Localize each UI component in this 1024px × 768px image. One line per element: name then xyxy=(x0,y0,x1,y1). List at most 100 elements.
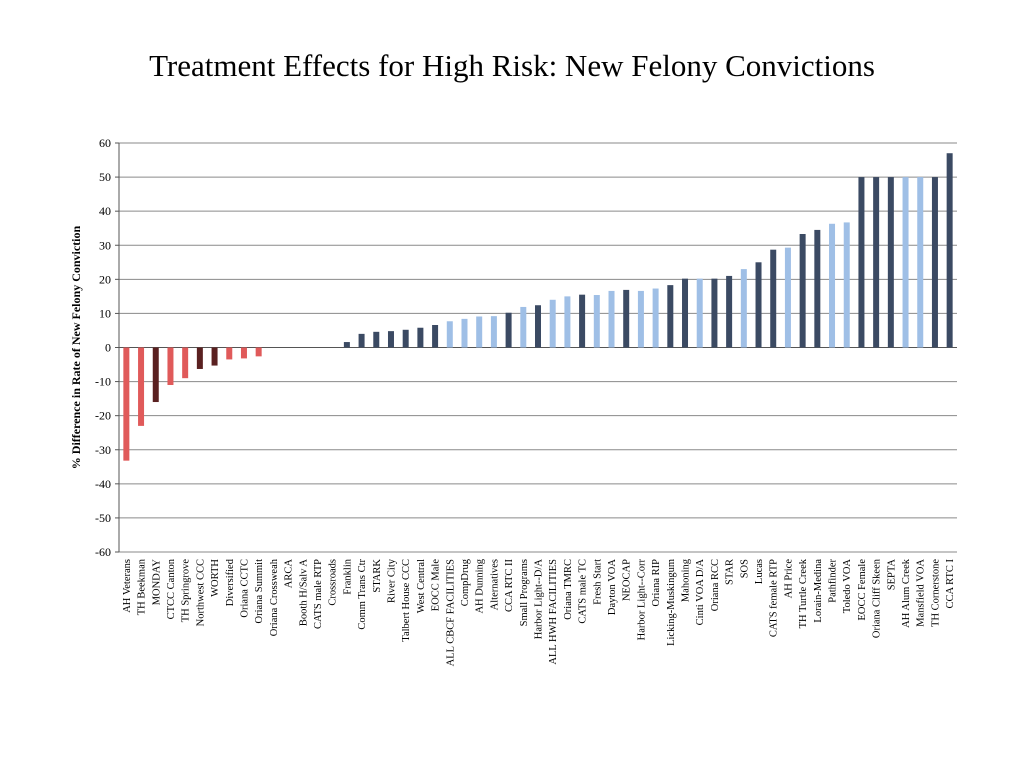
x-category-label: SEPTA xyxy=(886,559,897,591)
bar xyxy=(564,296,571,348)
x-category-label: Diversified xyxy=(225,558,236,606)
y-tick-label: -40 xyxy=(95,477,111,491)
bar xyxy=(152,347,159,403)
x-category-label: Mansfield VOA xyxy=(916,559,927,627)
bar xyxy=(637,290,644,348)
x-category-label: CCA RTC I xyxy=(945,558,956,608)
bar xyxy=(358,333,365,348)
bar xyxy=(417,327,424,348)
bar xyxy=(579,294,586,348)
y-tick-label: 10 xyxy=(99,306,111,320)
x-category-label: MONDAY xyxy=(151,559,162,606)
bar xyxy=(784,247,791,348)
bar xyxy=(623,289,630,348)
x-category-label: CATS male TC xyxy=(578,559,589,624)
x-category-label: Lucas xyxy=(754,559,765,584)
bar xyxy=(461,318,468,348)
gridlines xyxy=(119,142,957,553)
bar xyxy=(887,177,894,348)
x-category-label: Northwest CCC xyxy=(195,559,206,626)
bar xyxy=(711,278,718,348)
bar xyxy=(373,331,380,348)
x-category-label: Pathfinder xyxy=(828,559,839,603)
x-category-label: STARK xyxy=(372,559,383,593)
x-category-label: Booth H/Salv A xyxy=(298,559,309,627)
bar xyxy=(240,347,247,359)
y-axis-ticks: 60 50 40 30 20 10 0 -10 -20 -30 -40 -50 -60 xyxy=(95,136,120,559)
x-category-label: West Central xyxy=(416,559,427,613)
x-category-label: SOS xyxy=(739,559,750,578)
x-category-label: AH Veterans xyxy=(122,559,133,613)
x-category-label: Harbor Light--D/A xyxy=(534,559,545,640)
bar xyxy=(490,316,497,348)
x-category-label: Talbert House CCC xyxy=(401,559,412,642)
x-category-label: Fresh Start xyxy=(592,559,603,605)
x-category-label: CATS male RTP xyxy=(313,559,324,629)
bar xyxy=(652,288,659,348)
bar xyxy=(432,325,439,348)
bar xyxy=(255,347,262,357)
x-category-label: Oriana RIP xyxy=(651,559,662,607)
x-category-label: Oriana Cliff Skeen xyxy=(872,558,883,638)
y-tick-label: -30 xyxy=(95,443,111,457)
bar xyxy=(946,153,953,348)
y-tick-label: -50 xyxy=(95,511,111,525)
y-tick-label: -10 xyxy=(95,375,111,389)
bar xyxy=(843,222,850,348)
bar xyxy=(211,347,218,366)
bar xyxy=(196,347,203,369)
x-category-label: AH Alum Creek xyxy=(901,558,912,628)
x-category-label: Oriana RCC xyxy=(710,559,721,611)
bar xyxy=(682,278,689,348)
x-category-label: Small Programs xyxy=(519,559,530,626)
x-category-label: NEOCAP xyxy=(622,559,633,601)
bar xyxy=(873,177,880,348)
x-category-label: Comm Trans Ctr xyxy=(357,559,368,630)
x-category-label: Lorain-Medina xyxy=(813,559,824,623)
x-category-label: ALL HWH FACILITIES xyxy=(548,559,559,665)
x-category-label: WORTH xyxy=(210,559,221,597)
bar xyxy=(476,316,483,348)
x-category-label: AH Dunning xyxy=(475,558,486,613)
bar xyxy=(182,347,189,379)
x-category-label: Mahoning xyxy=(681,558,692,602)
x-category-label: TH Cornerstone xyxy=(930,559,941,627)
bar xyxy=(387,331,394,348)
y-tick-label: 40 xyxy=(99,204,111,218)
x-category-label: Oriana Crossweah xyxy=(269,558,280,636)
bar xyxy=(138,347,145,426)
y-tick-label: 20 xyxy=(99,272,111,286)
x-category-label: STAR xyxy=(725,559,736,585)
bar xyxy=(917,177,924,348)
bar xyxy=(755,262,762,348)
bar xyxy=(505,312,512,348)
chart-title: Treatment Effects for High Risk: New Fel… xyxy=(149,48,875,83)
x-axis-category-labels: AH Veterans TH Beekman MONDAY CTCC Canton TH… xyxy=(122,558,956,666)
bar xyxy=(696,278,703,348)
bar xyxy=(726,275,733,348)
bar xyxy=(167,347,174,385)
bar xyxy=(814,229,821,348)
x-category-label: River City xyxy=(386,558,397,603)
bar xyxy=(226,347,233,360)
x-category-label: TH Springrove xyxy=(181,559,192,623)
y-tick-label: 0 xyxy=(105,341,111,355)
x-category-label: Dayton VOA xyxy=(607,559,618,616)
bar xyxy=(770,249,777,348)
bar xyxy=(608,290,615,348)
x-category-label: EOCC Female xyxy=(857,559,868,621)
x-category-label: TH Turtle Creek xyxy=(798,558,809,628)
x-category-label: Licking-Muskingum xyxy=(666,559,677,646)
y-tick-label: 60 xyxy=(99,136,111,150)
y-tick-label: -20 xyxy=(95,409,111,423)
x-category-label: Harbor Light--Corr xyxy=(636,559,647,641)
x-category-label: Crossroads xyxy=(328,559,339,606)
x-category-label: ARCA xyxy=(284,559,295,589)
x-category-label: EOCC Male xyxy=(431,559,442,612)
y-tick-label: -60 xyxy=(95,545,111,559)
bar xyxy=(593,295,600,348)
x-category-label: AH Price xyxy=(783,559,794,599)
bar xyxy=(902,177,909,348)
x-category-label: CCA RTC II xyxy=(504,559,515,613)
